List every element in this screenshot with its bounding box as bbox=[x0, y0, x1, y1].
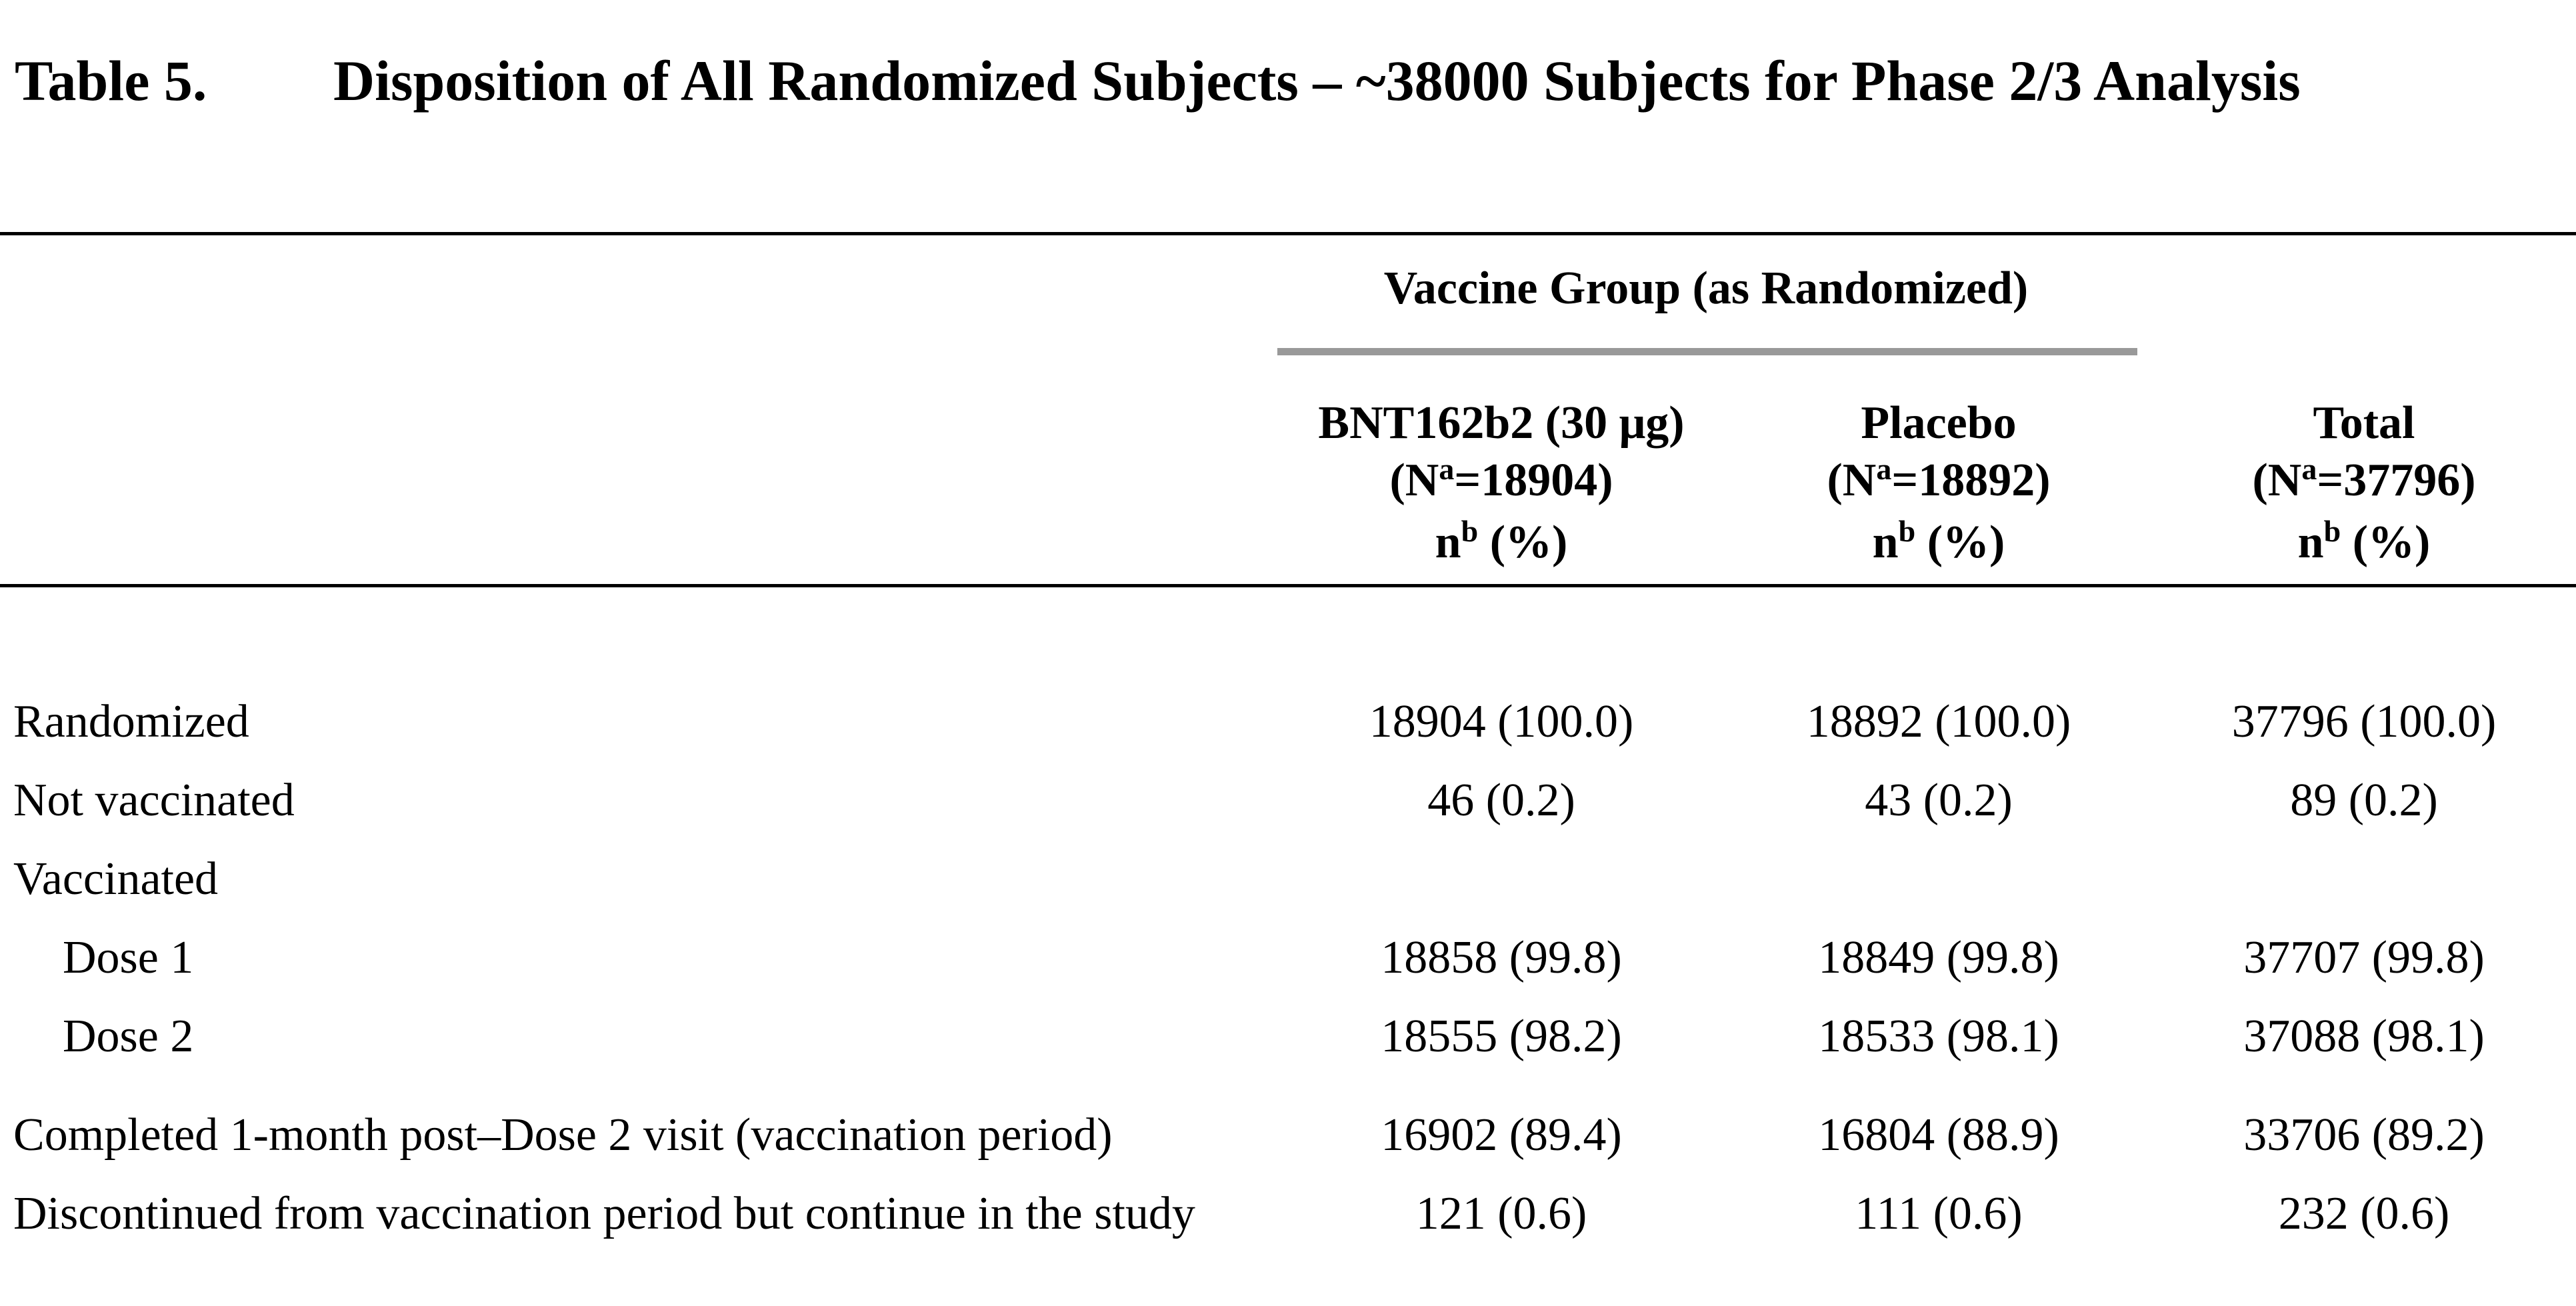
group-header-rule bbox=[1277, 348, 2137, 355]
cell-bnt162b2: 18555 (98.2) bbox=[1381, 1011, 1622, 1062]
column-n-percent: nb (%) bbox=[2297, 514, 2431, 568]
group-header: Vaccine Group (as Randomized) bbox=[1383, 263, 2029, 314]
table-number: Table 5. bbox=[15, 49, 207, 113]
column-header-bnt162b2: BNT162b2 (30 μg) (Na=18904) nb (%) bbox=[1277, 395, 1725, 576]
cell-total: 37088 (98.1) bbox=[2243, 1011, 2485, 1062]
cell-bnt162b2: 18904 (100.0) bbox=[1369, 696, 1634, 747]
column-name: Total bbox=[2313, 397, 2415, 449]
row-label: Discontinued from vaccination period but… bbox=[13, 1188, 1195, 1239]
column-n-total: (Na=18892) bbox=[1827, 452, 2051, 506]
column-n-percent: nb (%) bbox=[1872, 514, 2005, 568]
column-n-total: (Na=18904) bbox=[1389, 452, 1613, 506]
cell-bnt162b2: 46 (0.2) bbox=[1427, 775, 1575, 826]
cell-placebo: 18849 (99.8) bbox=[1818, 932, 2059, 983]
row-label: Not vaccinated bbox=[13, 775, 295, 826]
cell-total: 33706 (89.2) bbox=[2243, 1109, 2485, 1161]
row-label: Dose 1 bbox=[63, 932, 194, 983]
column-header-total: Total (Na=37796) nb (%) bbox=[2152, 395, 2576, 576]
cell-bnt162b2: 16902 (89.4) bbox=[1381, 1109, 1622, 1161]
column-name: Placebo bbox=[1861, 397, 2017, 449]
row-label: Completed 1-month post–Dose 2 visit (vac… bbox=[13, 1109, 1113, 1161]
cell-placebo: 18892 (100.0) bbox=[1806, 696, 2071, 747]
row-label: Randomized bbox=[13, 696, 249, 747]
column-n-percent: nb (%) bbox=[1435, 514, 1568, 568]
cell-total: 37707 (99.8) bbox=[2243, 932, 2485, 983]
cell-bnt162b2: 121 (0.6) bbox=[1415, 1188, 1587, 1239]
column-name: BNT162b2 (30 μg) bbox=[1318, 397, 1685, 449]
header-rule bbox=[0, 584, 2576, 587]
column-n-total: (Na=37796) bbox=[2252, 452, 2476, 506]
cell-total: 37796 (100.0) bbox=[2231, 696, 2497, 747]
top-rule bbox=[0, 232, 2576, 235]
cell-placebo: 16804 (88.9) bbox=[1818, 1109, 2059, 1161]
table-title: Disposition of All Randomized Subjects –… bbox=[333, 49, 2301, 113]
cell-placebo: 18533 (98.1) bbox=[1818, 1011, 2059, 1062]
cell-placebo: 111 (0.6) bbox=[1855, 1188, 2023, 1239]
row-label: Dose 2 bbox=[63, 1011, 194, 1062]
cell-bnt162b2: 18858 (99.8) bbox=[1381, 932, 1622, 983]
cell-placebo: 43 (0.2) bbox=[1865, 775, 2013, 826]
cell-total: 89 (0.2) bbox=[2290, 775, 2438, 826]
cell-total: 232 (0.6) bbox=[2278, 1188, 2450, 1239]
column-header-placebo: Placebo (Na=18892) nb (%) bbox=[1725, 395, 2152, 576]
row-label: Vaccinated bbox=[13, 853, 219, 905]
